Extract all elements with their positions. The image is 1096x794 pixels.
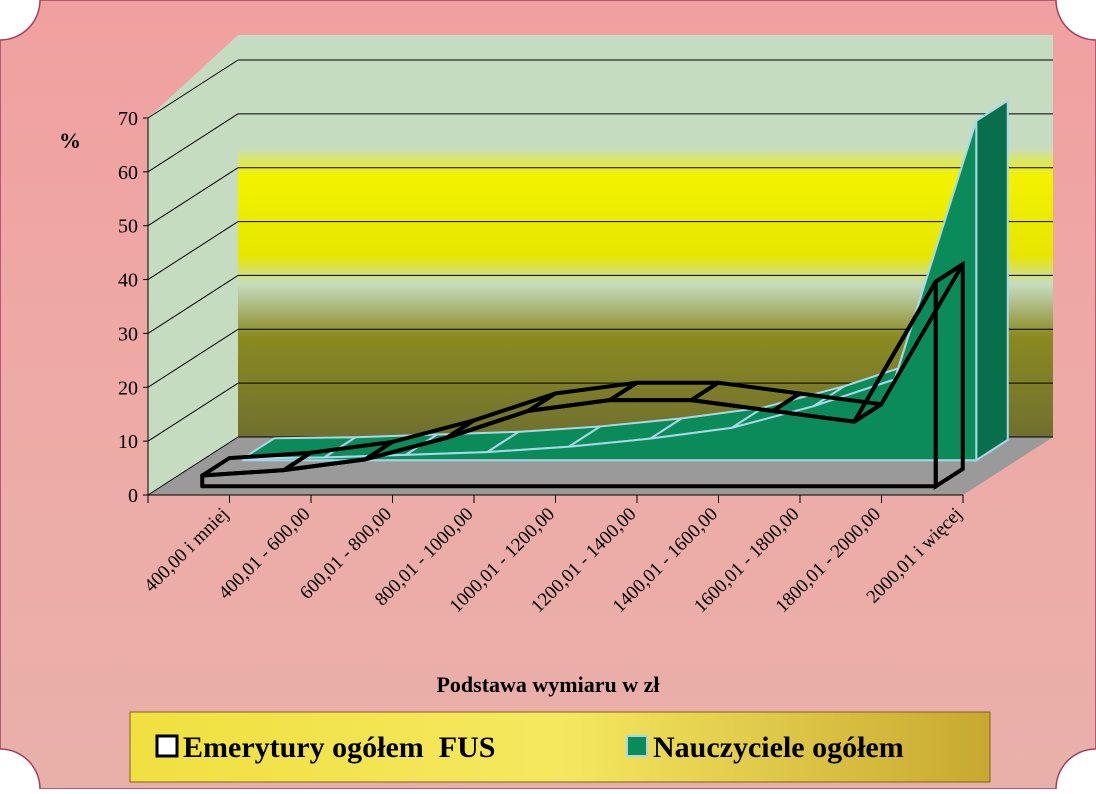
grid-line xyxy=(147,328,239,388)
y-tick-label: 30 xyxy=(118,323,138,345)
series xyxy=(241,98,1009,463)
grid-line xyxy=(147,59,239,119)
grid-line xyxy=(147,221,239,280)
area-side xyxy=(975,98,1009,463)
grid-line xyxy=(147,436,239,496)
y-tick-label: 20 xyxy=(118,377,138,399)
y-tick-label: 50 xyxy=(118,216,138,238)
area xyxy=(241,119,978,462)
grid-line xyxy=(147,382,239,442)
y-tick-label: 60 xyxy=(118,162,138,184)
y-tick-label: 40 xyxy=(118,270,138,292)
legend-swatch xyxy=(155,734,179,758)
y-tick-label: 10 xyxy=(118,431,138,453)
legend xyxy=(129,711,991,783)
grid-line xyxy=(147,275,239,334)
legend-label: Emerytury ogółem FUS xyxy=(183,731,495,764)
series xyxy=(200,260,965,490)
y-axis-label: % xyxy=(59,128,81,153)
x-axis-label: Podstawa wymiaru w zł xyxy=(436,672,659,697)
back-wall xyxy=(238,35,1053,437)
legend-swatch xyxy=(626,735,648,757)
area xyxy=(200,279,938,489)
legend-label: Nauczyciele ogółem xyxy=(653,731,904,764)
y-tick-label: 70 xyxy=(118,108,138,130)
side-wall xyxy=(148,35,238,495)
y-tick-label: 0 xyxy=(128,485,138,507)
grid-line xyxy=(147,167,239,227)
grid-line xyxy=(147,113,239,173)
